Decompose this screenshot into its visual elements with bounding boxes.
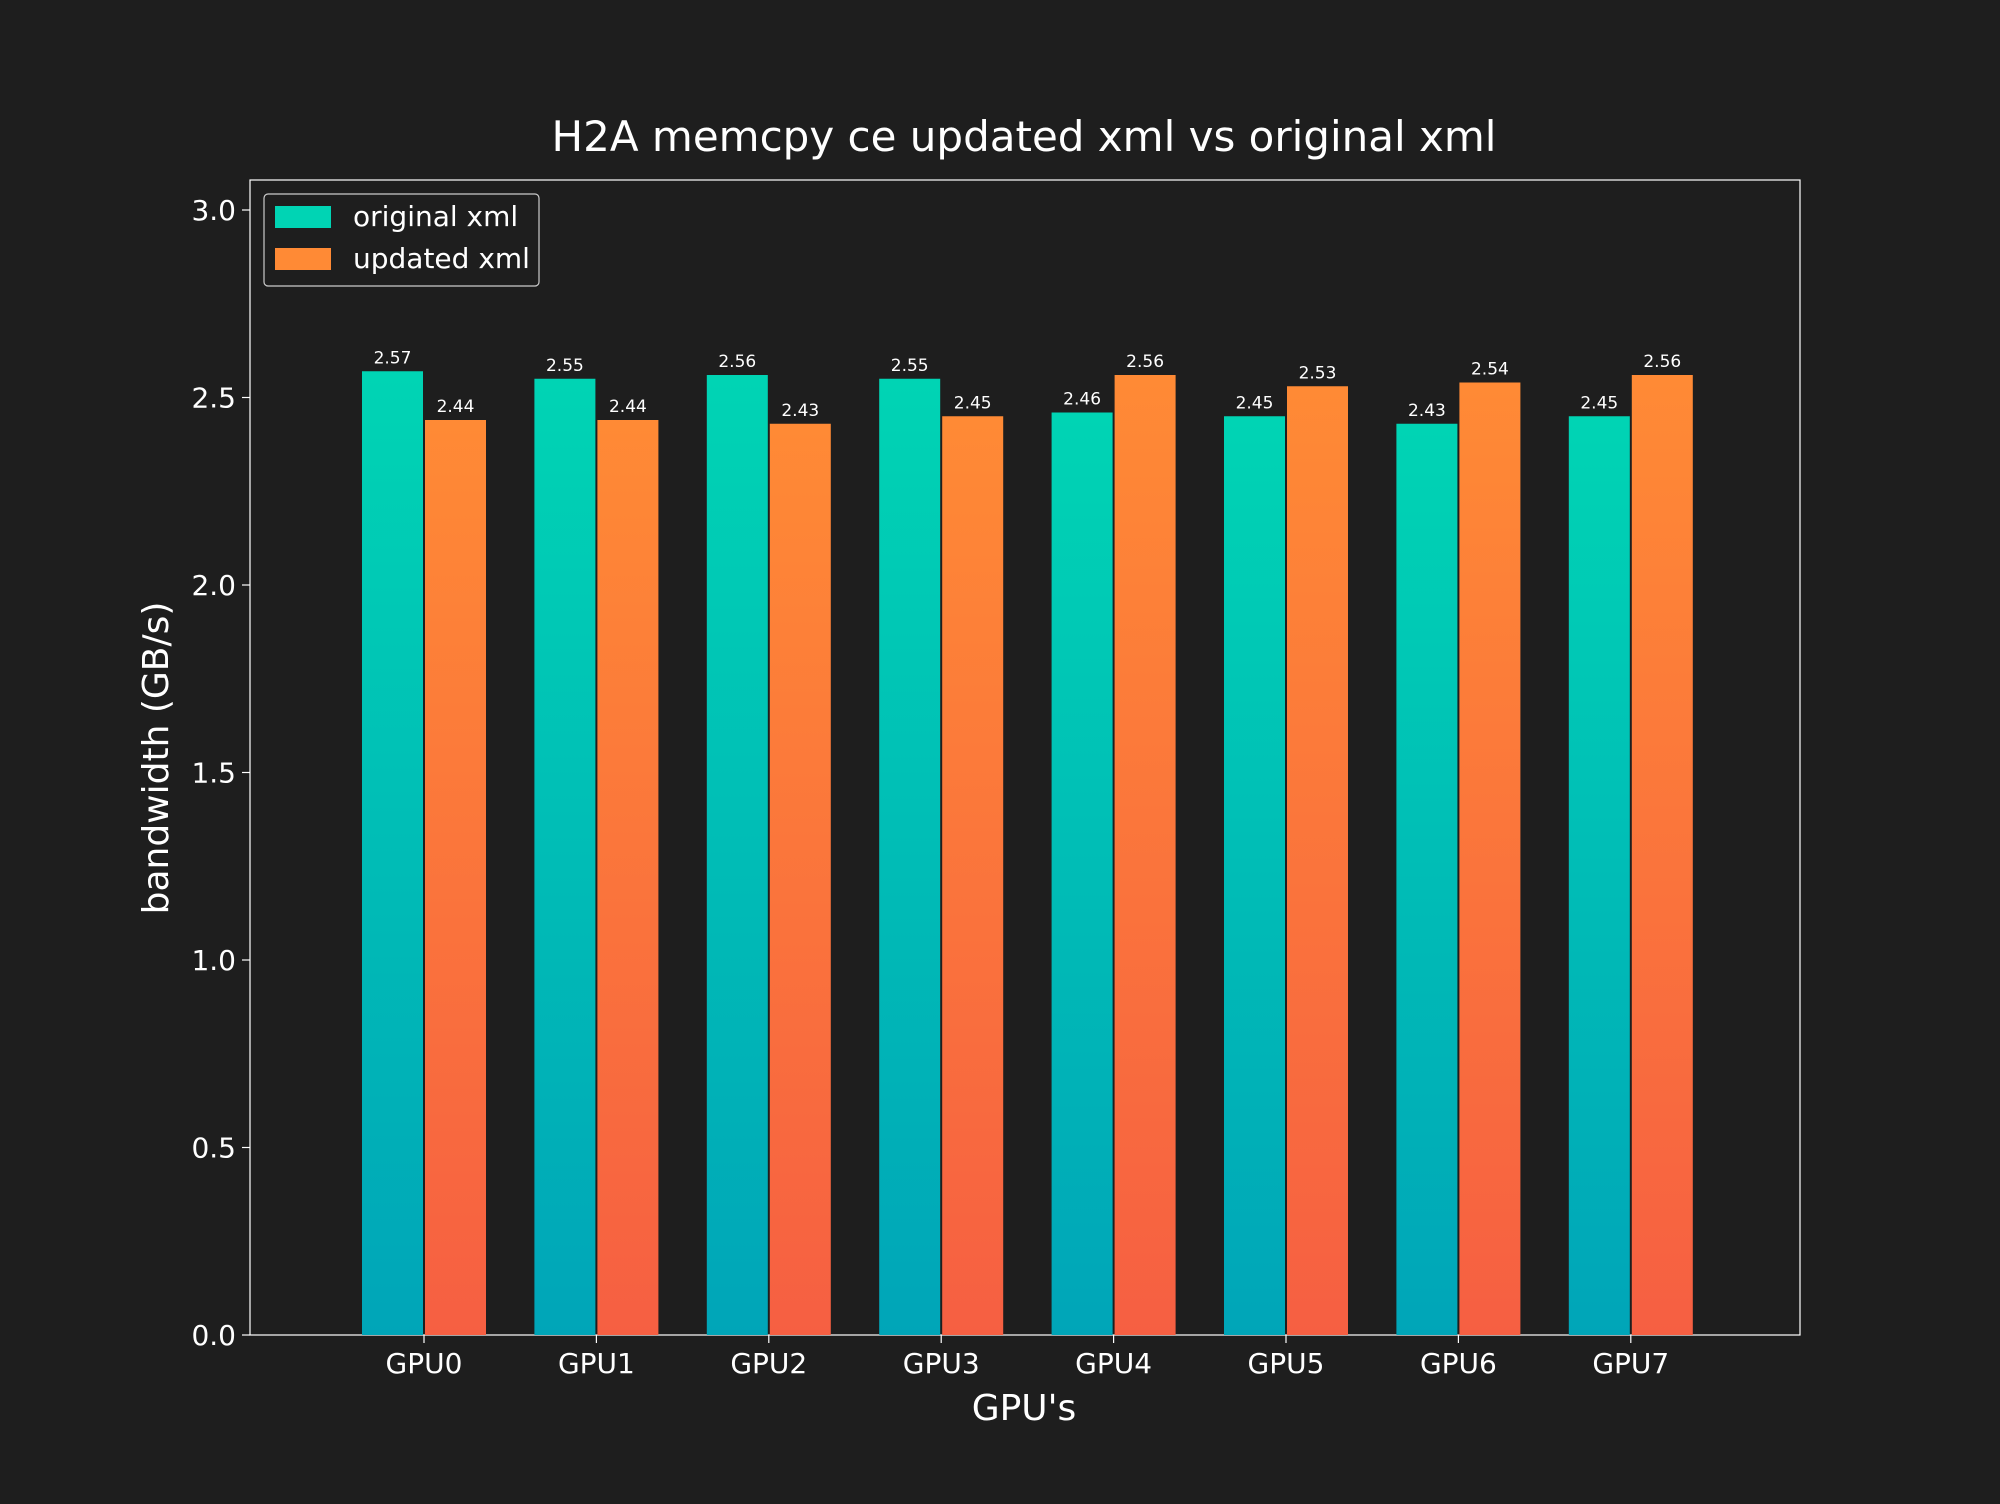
value-label-updated-xml-gpu0: 2.44 <box>437 397 475 417</box>
bars-group <box>362 371 1693 1335</box>
bar-original-xml-gpu6 <box>1396 423 1458 1335</box>
legend-box <box>263 193 540 287</box>
value-label-updated-xml-gpu3: 2.45 <box>954 393 992 413</box>
y-tick-label: 0.5 <box>191 1132 236 1165</box>
value-label-original-xml-gpu6: 2.43 <box>1408 401 1446 421</box>
x-axis-label: GPU's <box>972 1388 1077 1429</box>
bar-updated-xml-gpu6 <box>1459 382 1521 1335</box>
y-axis-label: bandwidth (GB/s) <box>136 602 177 915</box>
value-label-updated-xml-gpu7: 2.56 <box>1643 352 1681 372</box>
x-tick-label: GPU1 <box>558 1347 635 1380</box>
x-tick-label: GPU5 <box>1248 1347 1325 1380</box>
bar-updated-xml-gpu3 <box>942 416 1004 1335</box>
bar-original-xml-gpu4 <box>1051 412 1113 1335</box>
value-label-updated-xml-gpu2: 2.43 <box>781 401 819 421</box>
value-labels-group: 2.57 2.44 2.55 2.44 2.56 2.43 2.55 2.45 2.46 2.56… <box>374 348 1682 421</box>
x-tick-label: GPU3 <box>903 1347 980 1380</box>
bar-updated-xml-gpu4 <box>1114 375 1176 1335</box>
value-label-updated-xml-gpu4: 2.56 <box>1126 352 1164 372</box>
legend-swatch-original-xml <box>275 206 331 228</box>
bar-original-xml-gpu2 <box>706 375 768 1335</box>
bar-original-xml-gpu7 <box>1568 416 1630 1335</box>
x-axis: GPU0 GPU1 GPU2 GPU3 GPU4 GPU5 GPU6 GPU7 <box>386 1335 1669 1380</box>
value-label-original-xml-gpu1: 2.55 <box>546 356 584 376</box>
value-label-original-xml-gpu4: 2.46 <box>1063 390 1101 410</box>
x-tick-label: GPU7 <box>1592 1347 1669 1380</box>
value-label-original-xml-gpu5: 2.45 <box>1236 393 1274 413</box>
x-tick-label: GPU0 <box>386 1347 463 1380</box>
value-label-original-xml-gpu3: 2.55 <box>891 356 929 376</box>
legend-swatch-updated-xml <box>275 248 331 270</box>
x-tick-label: GPU2 <box>730 1347 807 1380</box>
y-tick-label: 1.5 <box>191 757 236 790</box>
legend-label-updated-xml: updated xml <box>353 242 530 275</box>
y-tick-label: 3.0 <box>191 194 236 227</box>
x-tick-label: GPU4 <box>1075 1347 1152 1380</box>
legend-label-original-xml: original xml <box>353 200 518 233</box>
plot-area <box>249 179 1801 1336</box>
bar-updated-xml-gpu7 <box>1631 375 1693 1335</box>
y-tick-label: 2.5 <box>191 382 236 415</box>
y-tick-label: 1.0 <box>191 944 236 977</box>
y-axis: 0.0 0.5 1.0 1.5 2.0 2.5 3.0 <box>191 194 250 1352</box>
bar-original-xml-gpu1 <box>534 378 596 1335</box>
bar-updated-xml-gpu0 <box>425 420 486 1335</box>
chart-title: H2A memcpy ce updated xml vs original xm… <box>552 112 1497 161</box>
value-label-original-xml-gpu0: 2.57 <box>374 348 412 368</box>
bar-original-xml-gpu0 <box>362 371 423 1335</box>
value-label-original-xml-gpu2: 2.56 <box>718 352 756 372</box>
bar-updated-xml-gpu5 <box>1287 386 1348 1335</box>
value-label-updated-xml-gpu1: 2.44 <box>609 397 647 417</box>
y-tick-label: 0.0 <box>191 1319 236 1352</box>
bar-updated-xml-gpu1 <box>597 420 659 1335</box>
y-tick-label: 2.0 <box>191 569 236 602</box>
legend: original xml updated xml <box>263 193 540 287</box>
value-label-updated-xml-gpu5: 2.53 <box>1299 363 1337 383</box>
value-label-updated-xml-gpu6: 2.54 <box>1471 360 1509 380</box>
bar-original-xml-gpu3 <box>879 378 941 1335</box>
value-label-original-xml-gpu7: 2.45 <box>1580 393 1618 413</box>
bar-original-xml-gpu5 <box>1224 416 1285 1335</box>
x-tick-label: GPU6 <box>1420 1347 1497 1380</box>
bar-updated-xml-gpu2 <box>769 423 831 1335</box>
